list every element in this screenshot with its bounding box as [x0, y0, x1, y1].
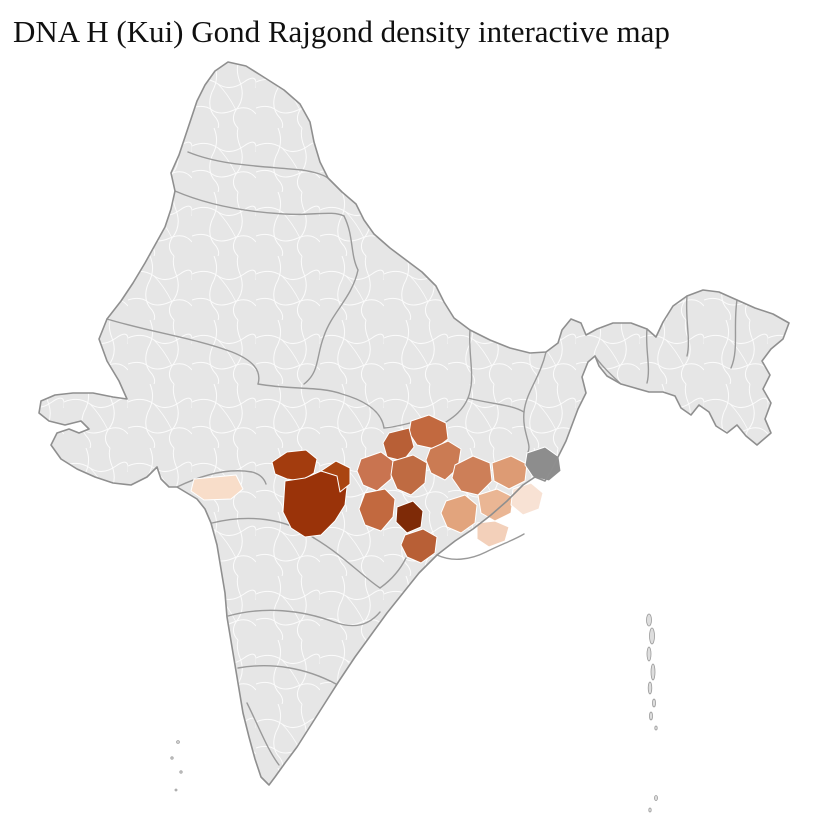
district-west-outlier[interactable] — [190, 474, 244, 501]
andaman-nicobar-islands[interactable] — [646, 613, 658, 813]
district-east-light-2[interactable] — [440, 494, 478, 534]
district-cg-dark-core[interactable] — [395, 500, 424, 534]
district-delta-gray[interactable] — [524, 446, 562, 482]
district-cg-east[interactable] — [425, 440, 462, 481]
district-east-mid[interactable] — [451, 455, 493, 496]
district-east-upper[interactable] — [491, 455, 528, 490]
density-districts — [190, 414, 562, 564]
lakshadweep-islands[interactable] — [170, 740, 183, 792]
district-east-pale-1[interactable] — [476, 520, 510, 548]
district-central-dark-north[interactable] — [271, 449, 318, 482]
district-east-pale-2[interactable] — [510, 482, 544, 516]
page-title: DNA H (Kui) Gond Rajgond density interac… — [13, 14, 670, 49]
district-cg-south-west[interactable] — [358, 488, 396, 532]
district-cg-west[interactable] — [356, 451, 394, 492]
district-central-dark-main[interactable] — [282, 470, 348, 538]
district-cg-south[interactable] — [400, 528, 438, 564]
district-east-light-1[interactable] — [477, 488, 514, 522]
district-cg-mid[interactable] — [390, 454, 428, 496]
district-central-dark-east[interactable] — [320, 460, 351, 493]
state-borders — [106, 151, 738, 766]
